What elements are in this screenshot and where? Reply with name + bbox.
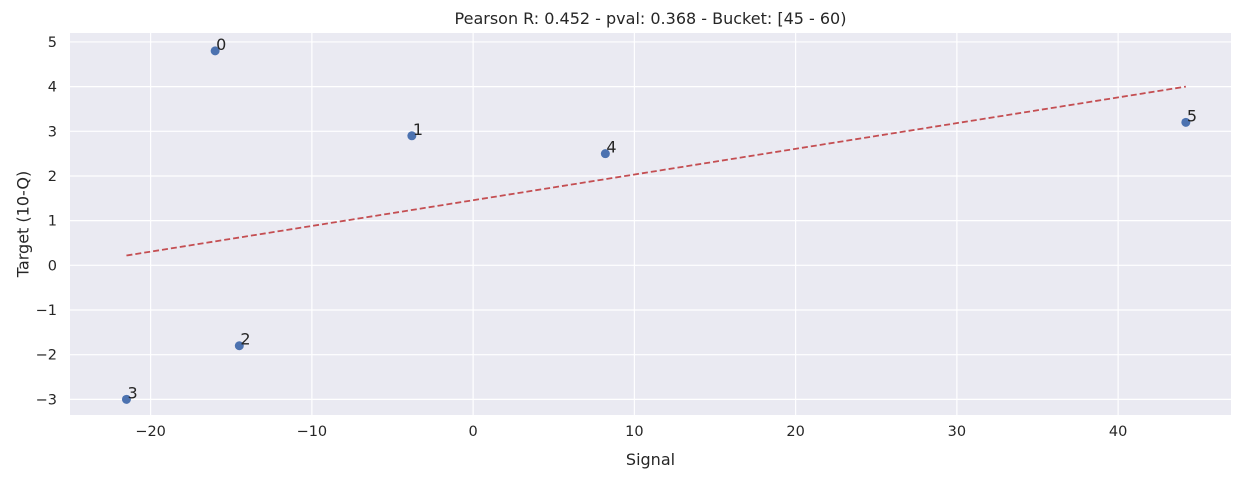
regression-fit-line [126, 85, 1186, 257]
scatter-point [407, 131, 417, 141]
scatter-point [121, 394, 131, 404]
x-tick-label: 10 [625, 424, 643, 440]
y-tick-label: 0 [48, 258, 57, 274]
y-tick-label: 1 [48, 214, 57, 230]
point-label: 4 [606, 138, 616, 157]
y-axis-label: Target (10-Q) [14, 171, 33, 278]
y-tick-label: 5 [48, 35, 57, 51]
point-label: 5 [1187, 106, 1197, 125]
y-tick-label: 3 [48, 124, 57, 140]
point-label: 3 [127, 383, 137, 402]
point-label: 2 [240, 330, 250, 349]
fit-line-group [126, 85, 1186, 257]
x-tick-label: −20 [135, 424, 166, 440]
scatter-point [600, 149, 610, 159]
x-tick-labels: −20 −10 0 10 20 30 40 [135, 424, 1127, 440]
scatter-point [1181, 117, 1191, 127]
point-labels-group: 0 1 2 3 4 5 [127, 35, 1197, 402]
y-tick-label: −2 [36, 348, 57, 364]
x-tick-label: 40 [1109, 424, 1127, 440]
chart-title: Pearson R: 0.452 - pval: 0.368 - Bucket:… [455, 9, 847, 28]
point-label: 0 [216, 35, 226, 54]
y-tick-label: −1 [36, 303, 57, 319]
y-tick-label: 4 [48, 80, 57, 96]
point-label: 1 [413, 120, 423, 139]
y-tick-labels: −3 −2 −1 0 1 2 3 4 5 [36, 35, 57, 408]
plot-area [70, 33, 1231, 415]
scatter-point [210, 46, 220, 56]
scatter-point [234, 341, 244, 351]
y-tick-label: −3 [36, 392, 57, 408]
x-tick-label: 0 [469, 424, 478, 440]
x-tick-label: 20 [786, 424, 804, 440]
y-tick-label: 2 [48, 169, 57, 185]
x-axis-label: Signal [626, 450, 675, 469]
points-group [121, 46, 1191, 404]
x-tick-label: 30 [948, 424, 966, 440]
grid [70, 33, 1231, 415]
x-tick-label: −10 [297, 424, 328, 440]
